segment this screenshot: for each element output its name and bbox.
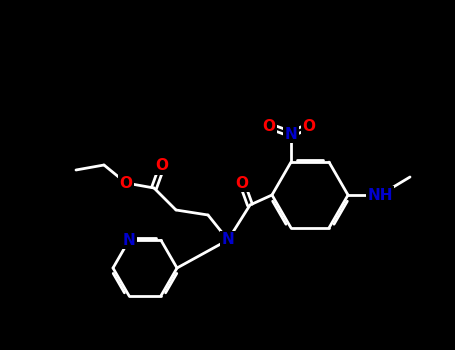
Text: O: O	[303, 119, 315, 134]
Text: O: O	[120, 175, 132, 190]
Text: H: H	[374, 188, 386, 202]
Text: N: N	[123, 233, 136, 248]
Text: NH: NH	[367, 188, 393, 203]
Text: N: N	[222, 232, 234, 247]
Text: N: N	[285, 127, 298, 142]
Text: O: O	[156, 159, 168, 174]
Text: O: O	[263, 119, 275, 134]
Text: O: O	[236, 175, 248, 190]
